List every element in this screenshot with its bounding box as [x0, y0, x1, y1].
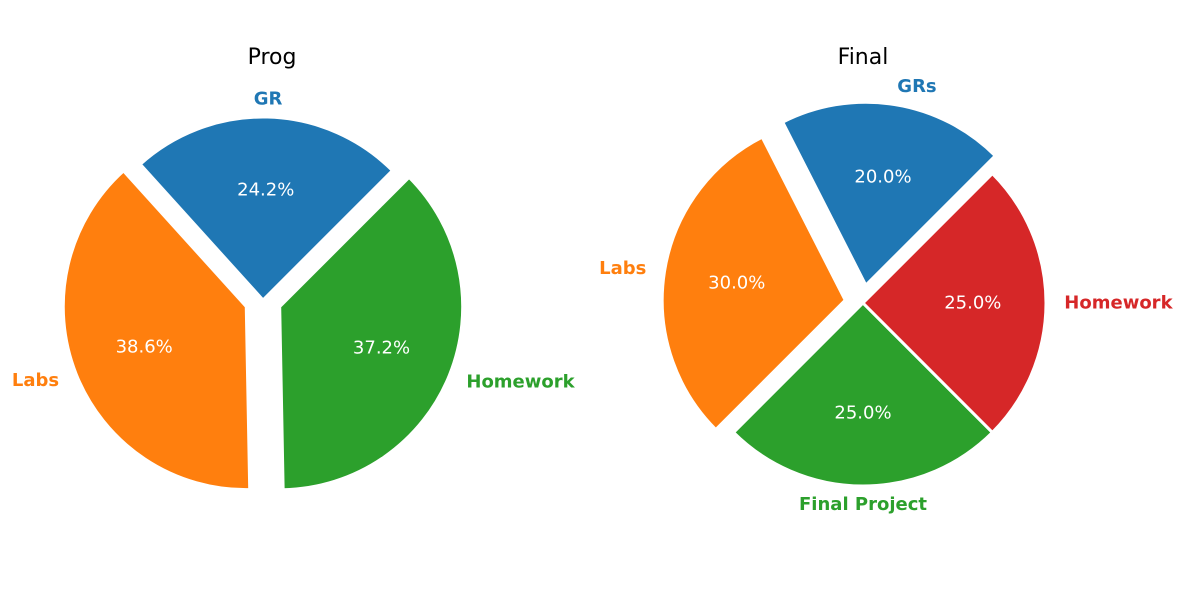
pie-slice-labs: [61, 169, 252, 492]
pie-slice-grs: [781, 100, 997, 287]
percent-label-homework: 25.0%: [944, 293, 1001, 314]
slice-label-grs: GRs: [897, 76, 936, 97]
percent-label-homework: 37.2%: [353, 337, 410, 358]
pie-slice-final-project: [732, 301, 994, 488]
slice-label-labs: Labs: [599, 258, 646, 279]
slice-label-gr: GR: [254, 88, 283, 109]
pie-chart-final: Final 20.0% GRs 30.0% Labs 25.0% Final Projec…: [599, 45, 1173, 515]
slice-label-homework: Homework: [1064, 293, 1173, 314]
chart-title-final: Final: [838, 45, 889, 70]
percent-label-labs: 30.0%: [708, 273, 765, 294]
percent-label-gr: 24.2%: [237, 180, 294, 201]
pie-chart-prog: Prog 24.2% GR 38.6% Labs 37.2% Homework: [12, 45, 576, 492]
pie-slice-gr: [138, 115, 394, 302]
slice-label-homework: Homework: [466, 372, 575, 393]
percent-label-grs: 20.0%: [854, 166, 911, 187]
pie-slice-homework: [278, 175, 465, 492]
pie-slice-labs: [660, 135, 847, 432]
slice-label-final-project: Final Project: [799, 494, 927, 515]
percent-label-final-project: 25.0%: [834, 402, 891, 423]
slice-label-labs: Labs: [12, 370, 59, 391]
percent-label-labs: 38.6%: [116, 337, 173, 358]
chart-title-prog: Prog: [248, 45, 297, 70]
pie-slice-homework: [861, 172, 1048, 434]
